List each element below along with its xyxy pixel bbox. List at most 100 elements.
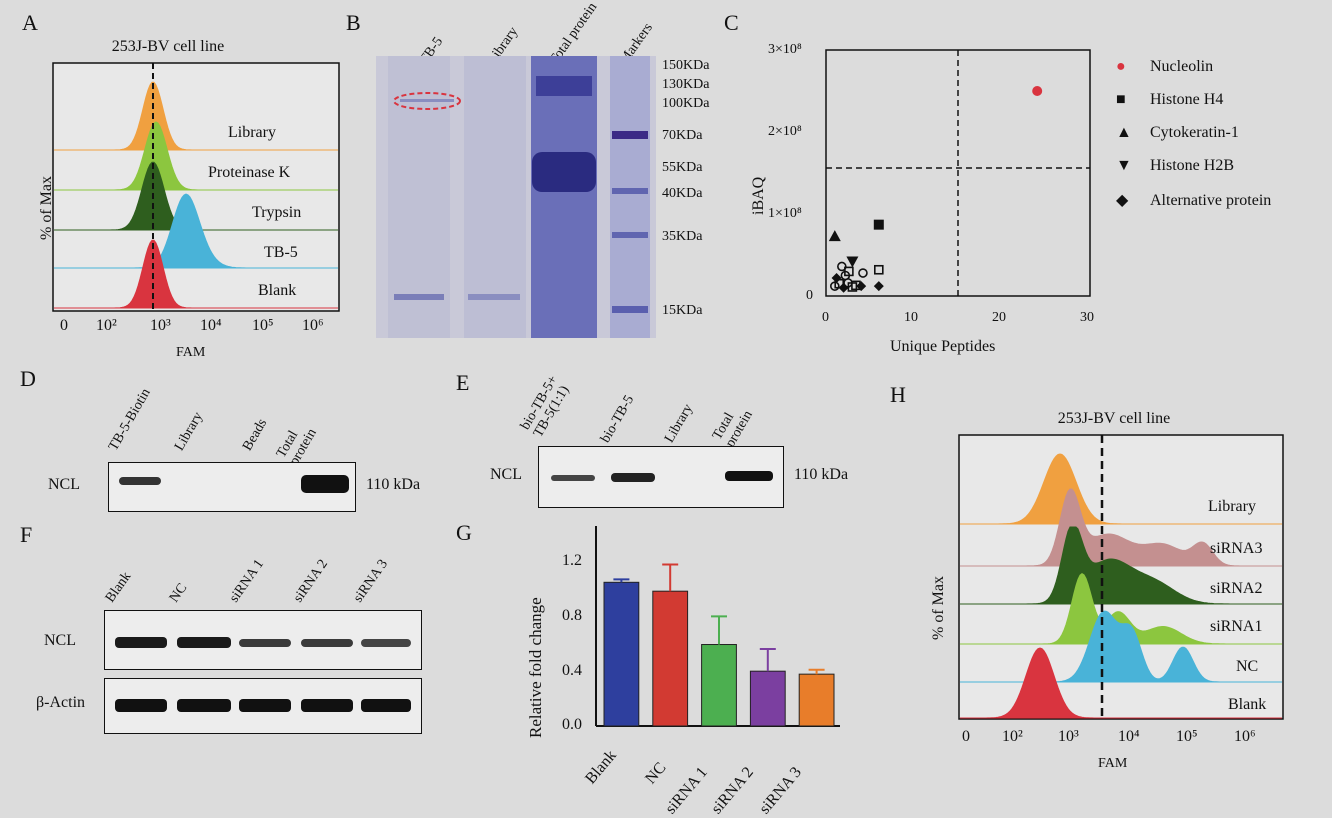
panel-e-label: E xyxy=(456,370,470,395)
panel-c-xtick-1: 10 xyxy=(904,310,918,325)
scatter-point-nucleolin xyxy=(1032,86,1043,96)
panel-g-ylabel: Relative fold change xyxy=(526,597,545,738)
panel-b-marker-1: 130KDa xyxy=(662,77,710,92)
panel-c-xlabel: Unique Peptides xyxy=(890,338,996,355)
panel-a-row-2: Trypsin xyxy=(252,204,302,221)
panel-d-blot xyxy=(108,462,356,512)
panel-e-lane-3: Total protein xyxy=(710,408,756,450)
bar-1 xyxy=(652,590,689,727)
panel-d-label: D xyxy=(20,366,36,391)
panel-a-tick-3: 10⁴ xyxy=(200,317,222,334)
panel-g-cat-3: siRNA 2 xyxy=(708,763,757,818)
panel-h-title: 253J-BV cell line xyxy=(1057,410,1171,427)
panel-b-marker-2: 100KDa xyxy=(662,96,710,111)
panel-f-lane-0: Blank xyxy=(102,569,135,606)
panel-g-cat-1: NC xyxy=(642,759,670,788)
panel-b-gel xyxy=(376,56,656,338)
panel-e-blot xyxy=(538,446,784,508)
panel-c-xtick-0: 0 xyxy=(822,310,829,325)
panel-f-row-1: β-Actin xyxy=(36,694,86,711)
panel-f-label: F xyxy=(20,522,33,547)
panel-h-label: H xyxy=(890,382,906,407)
panel-h-tick-2: 10³ xyxy=(1058,728,1079,745)
panel-g-ytick-0: 1.2 xyxy=(562,552,582,569)
panel-h-xlabel: FAM xyxy=(1098,756,1128,771)
panel-d-row: NCL xyxy=(48,476,80,493)
legend-symbol-0: ● xyxy=(1116,58,1126,75)
panel-c-xtick-2: 20 xyxy=(992,310,1006,325)
panel-a-histogram xyxy=(52,62,340,312)
panel-a-xlabel: FAM xyxy=(176,345,206,360)
panel-h-tick-3: 10⁴ xyxy=(1118,728,1140,745)
scatter-point-minor xyxy=(873,281,884,292)
panel-c-ytick-0: 3×10⁸ xyxy=(768,42,802,57)
panel-g-ytick-1: 0.8 xyxy=(562,607,582,624)
panel-a-tick-2: 10³ xyxy=(150,317,171,334)
panel-f-blot-ncl xyxy=(104,610,422,670)
legend-label-0: Nucleolin xyxy=(1150,58,1214,75)
panel-g-cat-0: Blank xyxy=(582,747,620,788)
panel-f-blot-actin xyxy=(104,678,422,734)
panel-d-lane-1: Library xyxy=(172,409,207,454)
scatter-point-minor xyxy=(844,266,854,277)
panel-g-chart xyxy=(595,526,840,727)
panel-a-label: A xyxy=(22,10,38,35)
panel-c-ytick-2: 1×10⁸ xyxy=(768,206,802,221)
panel-h-row-2: siRNA2 xyxy=(1210,580,1263,597)
panel-h-histogram xyxy=(958,434,1284,720)
panel-f-lane-2: siRNA 1 xyxy=(226,556,268,606)
panel-h-ylabel: % of Max xyxy=(930,576,947,640)
panel-g-cat-2: siRNA 1 xyxy=(662,763,711,818)
panel-f-lane-1: NC xyxy=(166,580,191,606)
panel-a-row-1: Proteinase K xyxy=(208,164,291,181)
panel-h-row-1: siRNA3 xyxy=(1210,540,1263,557)
panel-h-tick-5: 10⁶ xyxy=(1234,728,1256,745)
panel-c-label: C xyxy=(724,10,739,35)
panel-h-tick-4: 10⁵ xyxy=(1176,728,1198,745)
legend-symbol-4: ◆ xyxy=(1116,192,1129,209)
panel-f-row-0: NCL xyxy=(44,632,76,649)
bar-4 xyxy=(798,673,835,727)
legend-label-2: Cytokeratin-1 xyxy=(1150,124,1239,141)
scatter-point-minor xyxy=(831,272,842,283)
panel-d-lane-2: Beads xyxy=(240,416,271,454)
panel-d-lane-3: Total protein xyxy=(274,426,320,468)
panel-b-marker-3: 70KDa xyxy=(662,128,703,143)
panel-h-row-3: siRNA1 xyxy=(1210,618,1263,635)
panel-c-scatter xyxy=(825,49,1091,297)
panel-g-ytick-2: 0.4 xyxy=(562,662,582,679)
panel-h-row-0: Library xyxy=(1208,498,1256,515)
panel-h-tick-1: 10² xyxy=(1002,728,1023,745)
panel-e-lane-0: bio-TB-5+ TB-5(1:1) xyxy=(518,373,573,440)
panel-b-marker-4: 55KDa xyxy=(662,160,703,175)
scatter-point-histone-h2b xyxy=(846,256,859,268)
panel-a-tick-5: 10⁶ xyxy=(302,317,324,334)
panel-e-lane-1: bio-TB-5 xyxy=(598,392,638,446)
panel-a-tick-1: 10² xyxy=(96,317,117,334)
panel-g-ytick-3: 0.0 xyxy=(562,716,582,733)
bar-2 xyxy=(701,644,737,727)
panel-c-ytick-3: 0 xyxy=(806,288,813,303)
bar-0 xyxy=(603,581,640,727)
bar-3 xyxy=(749,670,786,727)
legend-symbol-2: ▲ xyxy=(1116,124,1132,141)
panel-d-lane-0: TB-5-Biotin xyxy=(106,386,154,454)
panel-h-row-5: Blank xyxy=(1228,696,1267,713)
panel-a-row-0: Library xyxy=(228,124,276,141)
scatter-point-minor xyxy=(838,282,849,293)
scatter-point-minor xyxy=(837,261,847,272)
panel-a-tick-0: 0 xyxy=(60,317,68,334)
legend-symbol-3: ▼ xyxy=(1116,157,1132,174)
panel-e-size: 110 kDa xyxy=(794,466,849,483)
panel-b-label: B xyxy=(346,10,361,35)
panel-d-size: 110 kDa xyxy=(366,476,421,493)
panel-b-marker-7: 15KDa xyxy=(662,303,703,318)
scatter-point-histone-h4 xyxy=(873,219,884,230)
panel-a-tick-4: 10⁵ xyxy=(252,317,274,334)
legend-label-4: Alternative protein xyxy=(1150,192,1272,209)
panel-b-marker-6: 35KDa xyxy=(662,229,703,244)
panel-g-label: G xyxy=(456,520,472,545)
panel-b-marker-0: 150KDa xyxy=(662,58,710,73)
panel-e-row: NCL xyxy=(490,466,522,483)
panel-h-row-4: NC xyxy=(1236,658,1259,675)
